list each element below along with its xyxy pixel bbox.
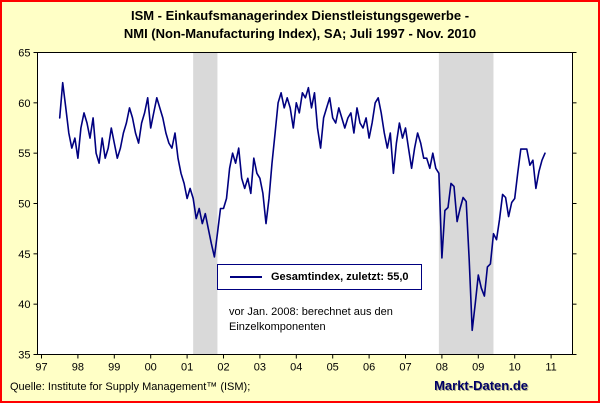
svg-text:35: 35 <box>18 350 30 362</box>
legend-line-sample <box>230 276 262 278</box>
chart-annotation: vor Jan. 2008: berechnet aus den Einzelk… <box>229 305 393 335</box>
chart-title-line2: NMI (Non-Manufacturing Index), SA; Juli … <box>123 26 477 41</box>
svg-text:00: 00 <box>145 362 157 374</box>
svg-text:11: 11 <box>545 362 556 374</box>
nmi-line-chart: 35 40 45 50 55 60 65 97 98 99 00 01 02 03 04 05 06 07 08 09… <box>18 48 577 374</box>
annotation-line1: vor Jan. 2008: berechnet aus den <box>229 306 393 318</box>
svg-text:04: 04 <box>290 362 302 374</box>
source-text: Quelle: Institute for Supply Management™… <box>10 381 251 393</box>
svg-text:08: 08 <box>436 362 448 374</box>
svg-text:97: 97 <box>35 362 47 374</box>
svg-text:06: 06 <box>363 362 375 374</box>
annotation-line2: Einzelkomponenten <box>229 321 326 333</box>
svg-text:45: 45 <box>18 249 30 261</box>
chart-legend: Gesamtindex, zuletzt: 55,0 <box>217 264 422 290</box>
svg-text:99: 99 <box>108 362 120 374</box>
svg-text:02: 02 <box>217 362 229 374</box>
svg-text:40: 40 <box>18 299 30 311</box>
svg-text:07: 07 <box>399 362 411 374</box>
brand-text: Markt-Daten.de <box>434 378 528 393</box>
svg-text:10: 10 <box>509 362 521 374</box>
svg-text:03: 03 <box>254 362 266 374</box>
recession-band <box>193 52 218 355</box>
chart-title-line1: ISM - Einkaufsmanagerindex Dienstleistun… <box>130 8 470 23</box>
svg-text:98: 98 <box>72 362 84 374</box>
svg-text:05: 05 <box>327 362 339 374</box>
chart-title: ISM - Einkaufsmanagerindex Dienstleistun… <box>2 7 598 43</box>
gesamtindex-line <box>58 81 546 332</box>
svg-text:09: 09 <box>472 362 484 374</box>
svg-text:01: 01 <box>181 362 193 374</box>
svg-text:60: 60 <box>18 98 30 110</box>
svg-text:50: 50 <box>18 199 30 211</box>
legend-label: Gesamtindex, zuletzt: 55,0 <box>271 271 409 283</box>
svg-text:55: 55 <box>18 148 30 160</box>
svg-text:65: 65 <box>18 48 30 60</box>
